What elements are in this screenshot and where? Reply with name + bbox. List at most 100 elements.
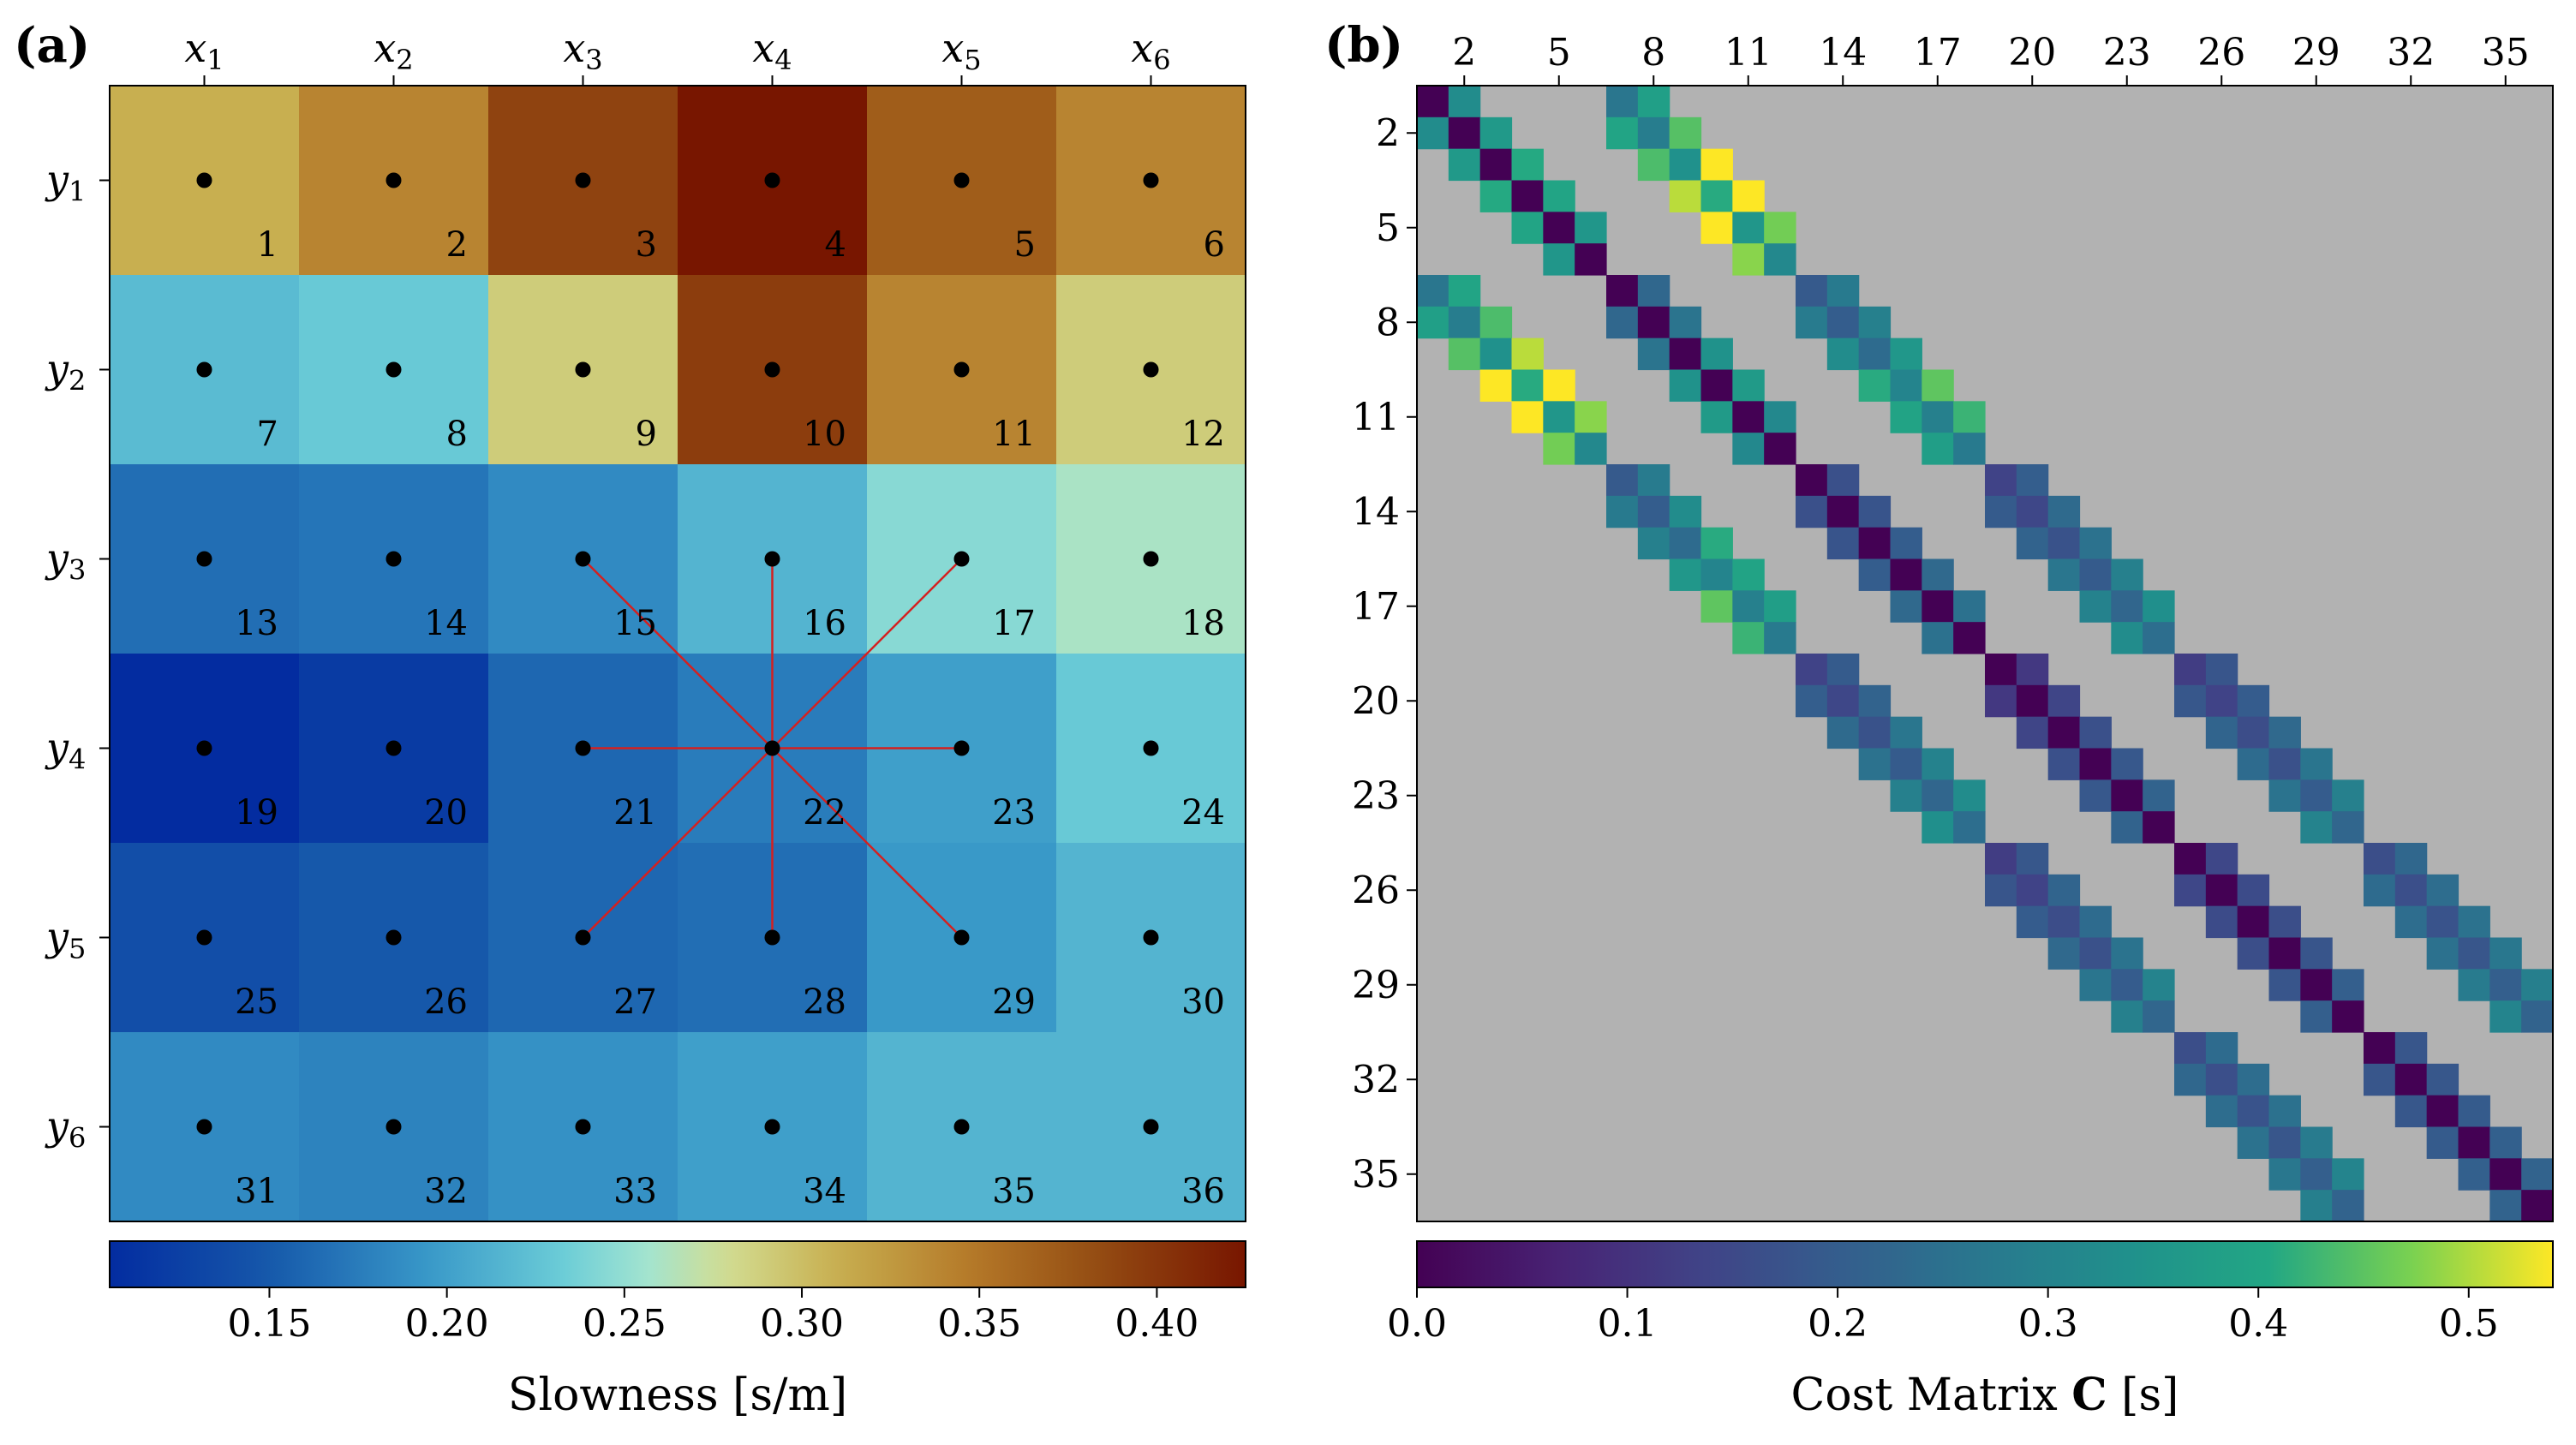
colorbar-tick-label: 0.3: [2018, 1302, 2078, 1346]
cost-cell: [1700, 212, 1733, 244]
cost-cell: [1448, 116, 1481, 150]
cost-cell: [2174, 1063, 2207, 1096]
cell-number: 20: [424, 793, 468, 833]
cost-cell: [1858, 684, 1892, 718]
node-dot: [196, 172, 212, 188]
cell-number: 14: [424, 604, 468, 643]
cell-number: 25: [235, 982, 278, 1022]
colorbar-tick-label: 0.30: [760, 1302, 844, 1346]
cell-number: 30: [1181, 982, 1225, 1022]
panel-a-frame: [109, 85, 1246, 1222]
cost-cell: [2268, 905, 2301, 939]
cost-cell: [2364, 843, 2396, 875]
cost-cell: [1700, 401, 1733, 433]
node-dot: [196, 361, 212, 378]
cost-cell: [1922, 811, 1954, 844]
cost-cell: [1796, 275, 1828, 308]
cost-cell: [2489, 1000, 2522, 1033]
cost-cell: [2205, 654, 2238, 686]
cost-cell: [2111, 937, 2143, 970]
cost-cell: [1700, 148, 1733, 182]
node-dot: [953, 929, 970, 946]
cost-cell: [1669, 527, 1702, 560]
cost-cell: [2016, 464, 2049, 497]
cost-cell: [2268, 937, 2301, 970]
node-dot: [764, 929, 780, 946]
cost-cell: [1575, 243, 1607, 276]
cost-cell: [2394, 905, 2428, 939]
cost-cell: [1764, 401, 1796, 433]
cost-cell: [2458, 905, 2490, 939]
node-dot: [764, 740, 780, 756]
cost-cell: [1543, 401, 1575, 433]
cost-cell: [1700, 590, 1733, 623]
cost-cell: [1669, 369, 1702, 402]
x-tick-label: 32: [2387, 31, 2435, 75]
cell-number: 3: [636, 225, 657, 265]
cost-cell: [2300, 969, 2333, 1001]
cost-cell: [1858, 527, 1892, 560]
cost-cell: [2205, 684, 2238, 718]
cell-number: 18: [1181, 604, 1225, 643]
cost-cell: [1669, 558, 1702, 591]
cost-cell: [1953, 433, 1986, 465]
y-tick-label: 35: [1352, 1153, 1400, 1197]
cost-cell: [2047, 684, 2081, 718]
cost-cell: [1858, 748, 1892, 780]
colorbar-tick-label: 0.35: [937, 1302, 1021, 1346]
cost-cell: [2079, 527, 2112, 560]
node-dot: [953, 361, 970, 378]
cost-cell: [2111, 590, 2143, 623]
cost-cell: [1606, 86, 1639, 118]
cost-cell: [1417, 116, 1449, 150]
node-dot: [575, 929, 591, 946]
slowness-cells: [110, 86, 1246, 1222]
colorbar-tick-label: 0.25: [583, 1302, 666, 1346]
colorbar-tick-label: 0.5: [2439, 1302, 2499, 1346]
node-dot: [386, 1119, 402, 1135]
cost-cell: [2300, 1000, 2333, 1033]
cost-cell: [1606, 495, 1639, 528]
cost-cell: [1890, 590, 1922, 623]
node-dot: [953, 172, 970, 188]
y-tick-label: y6: [45, 1103, 86, 1155]
cost-cell: [2016, 527, 2049, 560]
cost-cell: [1922, 433, 1954, 465]
x-tick-label: x2: [374, 25, 413, 76]
cost-cell: [2143, 969, 2175, 1001]
cost-cell: [1700, 180, 1733, 212]
cost-cell: [1637, 86, 1671, 118]
cost-cell: [1858, 369, 1892, 402]
cost-cell: [1417, 306, 1449, 339]
cost-cell: [1606, 464, 1639, 497]
cost-cell: [1637, 116, 1671, 150]
cost-cell: [1922, 748, 1954, 780]
cost-cell: [2205, 874, 2238, 907]
cost-cell: [1953, 590, 1986, 623]
x-tick-label: 2: [1452, 31, 1476, 75]
cell-number: 23: [992, 793, 1036, 833]
cost-cell: [2143, 622, 2175, 654]
cost-cell: [2268, 1095, 2301, 1128]
cost-cell: [2268, 716, 2301, 749]
cost-cell: [2521, 969, 2554, 1001]
cost-cell: [1953, 622, 1986, 654]
y-tick-label: 32: [1352, 1058, 1400, 1102]
cost-cell: [1985, 654, 2017, 686]
x-tick-label: 26: [2197, 31, 2245, 75]
cell-number: 13: [235, 604, 278, 643]
colorbar-tick-label: 0.1: [1598, 1302, 1658, 1346]
cost-cell: [1669, 337, 1702, 371]
cost-cell: [2205, 716, 2238, 749]
cost-cell: [1732, 243, 1765, 276]
panel-b-frame: [1416, 85, 2554, 1222]
y-tick-label: 17: [1352, 585, 1400, 629]
neighbour-ray: [582, 747, 774, 939]
y-tick-label: 26: [1352, 869, 1400, 912]
cost-cell: [1448, 148, 1481, 182]
cost-colorbar-label-text: Cost Matrix: [1791, 1370, 2072, 1421]
cell-number: 17: [992, 604, 1036, 643]
cost-cell: [2268, 779, 2301, 812]
cost-cell: [1953, 779, 1986, 812]
cost-cell: [1922, 590, 1954, 623]
